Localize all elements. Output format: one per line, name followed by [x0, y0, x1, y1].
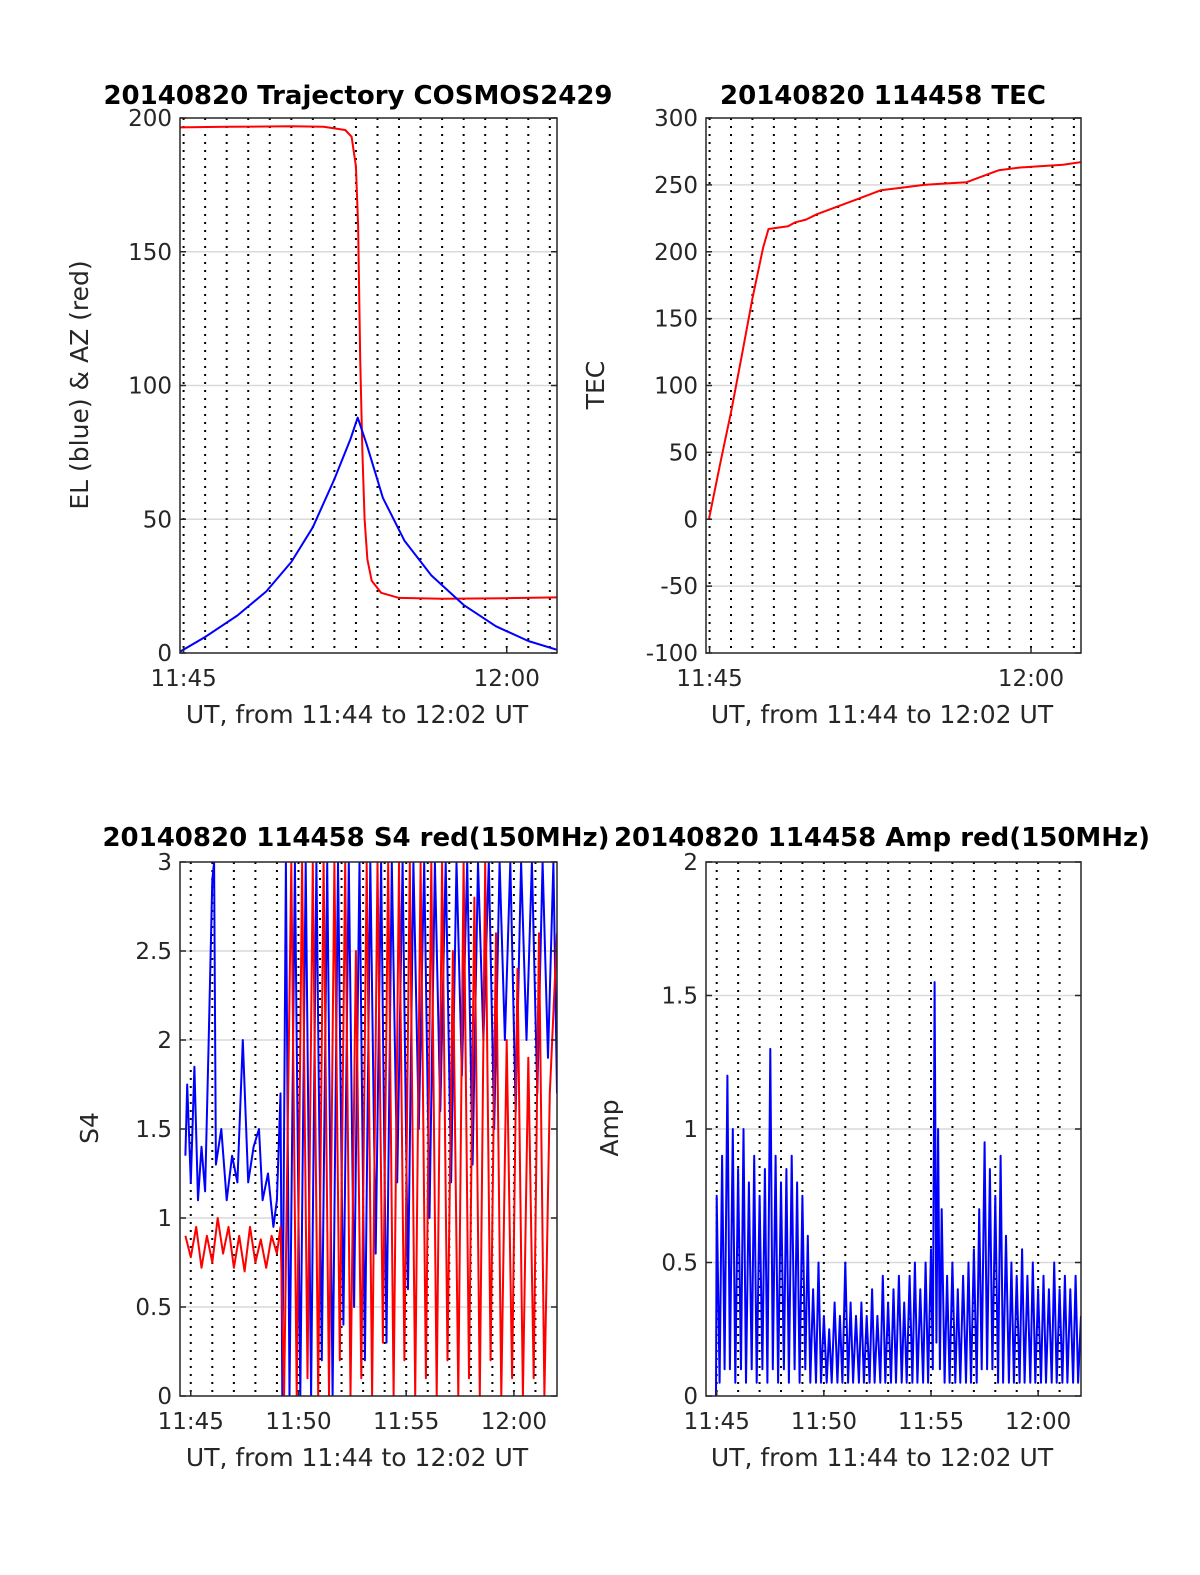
x-tick-label: 11:45 — [150, 666, 216, 692]
y-tick-label: 50 — [143, 507, 172, 533]
y-tick-label: 2.5 — [135, 939, 172, 965]
panel-s4: 0 0.5 1 1.5 2 2.5 3 11:45 11:50 11:55 12:00 2014082… — [75, 823, 610, 1472]
amp-xlabel: UT, from 11:44 to 12:02 UT — [711, 1443, 1054, 1472]
x-tick-label: 11:45 — [684, 1409, 750, 1435]
y-tick-label: 300 — [654, 106, 698, 132]
s4-ylabel: S4 — [75, 1112, 104, 1144]
y-tick-label: 1 — [157, 1206, 172, 1232]
amp-ylabel: Amp — [595, 1099, 624, 1156]
trajectory-ylabel: EL (blue) & AZ (red) — [65, 260, 94, 509]
y-tick-label: 1 — [683, 1117, 698, 1143]
x-tick-label: 11:45 — [158, 1409, 224, 1435]
y-tick-label: 0.5 — [661, 1251, 698, 1277]
amp-title: 20140820 114458 Amp red(150MHz) — [614, 823, 1150, 853]
trajectory-xlabel: UT, from 11:44 to 12:02 UT — [186, 700, 529, 729]
y-tick-label: 100 — [654, 374, 698, 400]
panel-trajectory: 0 50 100 150 200 11:45 12:00 20140820 Trajector… — [65, 81, 613, 729]
y-tick-label: -50 — [660, 574, 698, 600]
s4-title: 20140820 114458 S4 red(150MHz) — [102, 823, 609, 853]
s4-xlabel: UT, from 11:44 to 12:02 UT — [186, 1443, 529, 1472]
series-blue-line — [715, 981, 1081, 1396]
x-tick-label: 12:00 — [481, 1409, 547, 1435]
series-blue-line — [184, 862, 557, 1396]
y-tick-label: 1.5 — [661, 984, 698, 1010]
panel-tec: -100 -50 0 50 100 150 200 250 300 11:45 12:00 20140… — [581, 81, 1082, 729]
y-tick-label: 1.5 — [135, 1117, 172, 1143]
x-tick-label: 12:00 — [1005, 1409, 1071, 1435]
tec-xlabel: UT, from 11:44 to 12:02 UT — [711, 700, 1054, 729]
y-tick-label: 0 — [157, 1384, 172, 1410]
y-tick-label: 150 — [654, 307, 698, 333]
y-tick-label: 0 — [157, 641, 172, 667]
trajectory-title: 20140820 Trajectory COSMOS2429 — [103, 81, 612, 111]
y-tick-label: 0.5 — [135, 1295, 172, 1321]
y-tick-label: 50 — [669, 440, 698, 466]
x-tick-label: 12:00 — [998, 666, 1064, 692]
y-tick-label: 150 — [128, 240, 172, 266]
series-red-line — [184, 862, 557, 1396]
panel-amp: 0 0.5 1 1.5 2 11:45 11:50 11:55 12:00 20140820 11… — [595, 823, 1150, 1472]
y-tick-label: 250 — [654, 173, 698, 199]
y-tick-label: 200 — [128, 106, 172, 132]
tec-ylabel: TEC — [581, 361, 610, 411]
y-tick-label: 2 — [157, 1028, 172, 1054]
series-blue-line — [180, 416, 557, 653]
x-tick-label: 11:50 — [265, 1409, 331, 1435]
y-tick-label: 100 — [128, 374, 172, 400]
y-tick-label: 2 — [683, 850, 698, 876]
series-red-line — [180, 125, 557, 600]
x-tick-label: 11:50 — [791, 1409, 857, 1435]
y-tick-label: 0 — [683, 1384, 698, 1410]
x-tick-label: 11:55 — [373, 1409, 439, 1435]
x-tick-label: 12:00 — [474, 666, 540, 692]
y-tick-label: 0 — [683, 507, 698, 533]
y-tick-label: 3 — [157, 850, 172, 876]
x-tick-label: 11:55 — [898, 1409, 964, 1435]
x-tick-label: 11:45 — [676, 666, 742, 692]
y-tick-label: -100 — [646, 641, 698, 667]
series-red-line — [707, 161, 1081, 520]
y-tick-label: 200 — [654, 240, 698, 266]
tec-title: 20140820 114458 TEC — [720, 81, 1046, 111]
